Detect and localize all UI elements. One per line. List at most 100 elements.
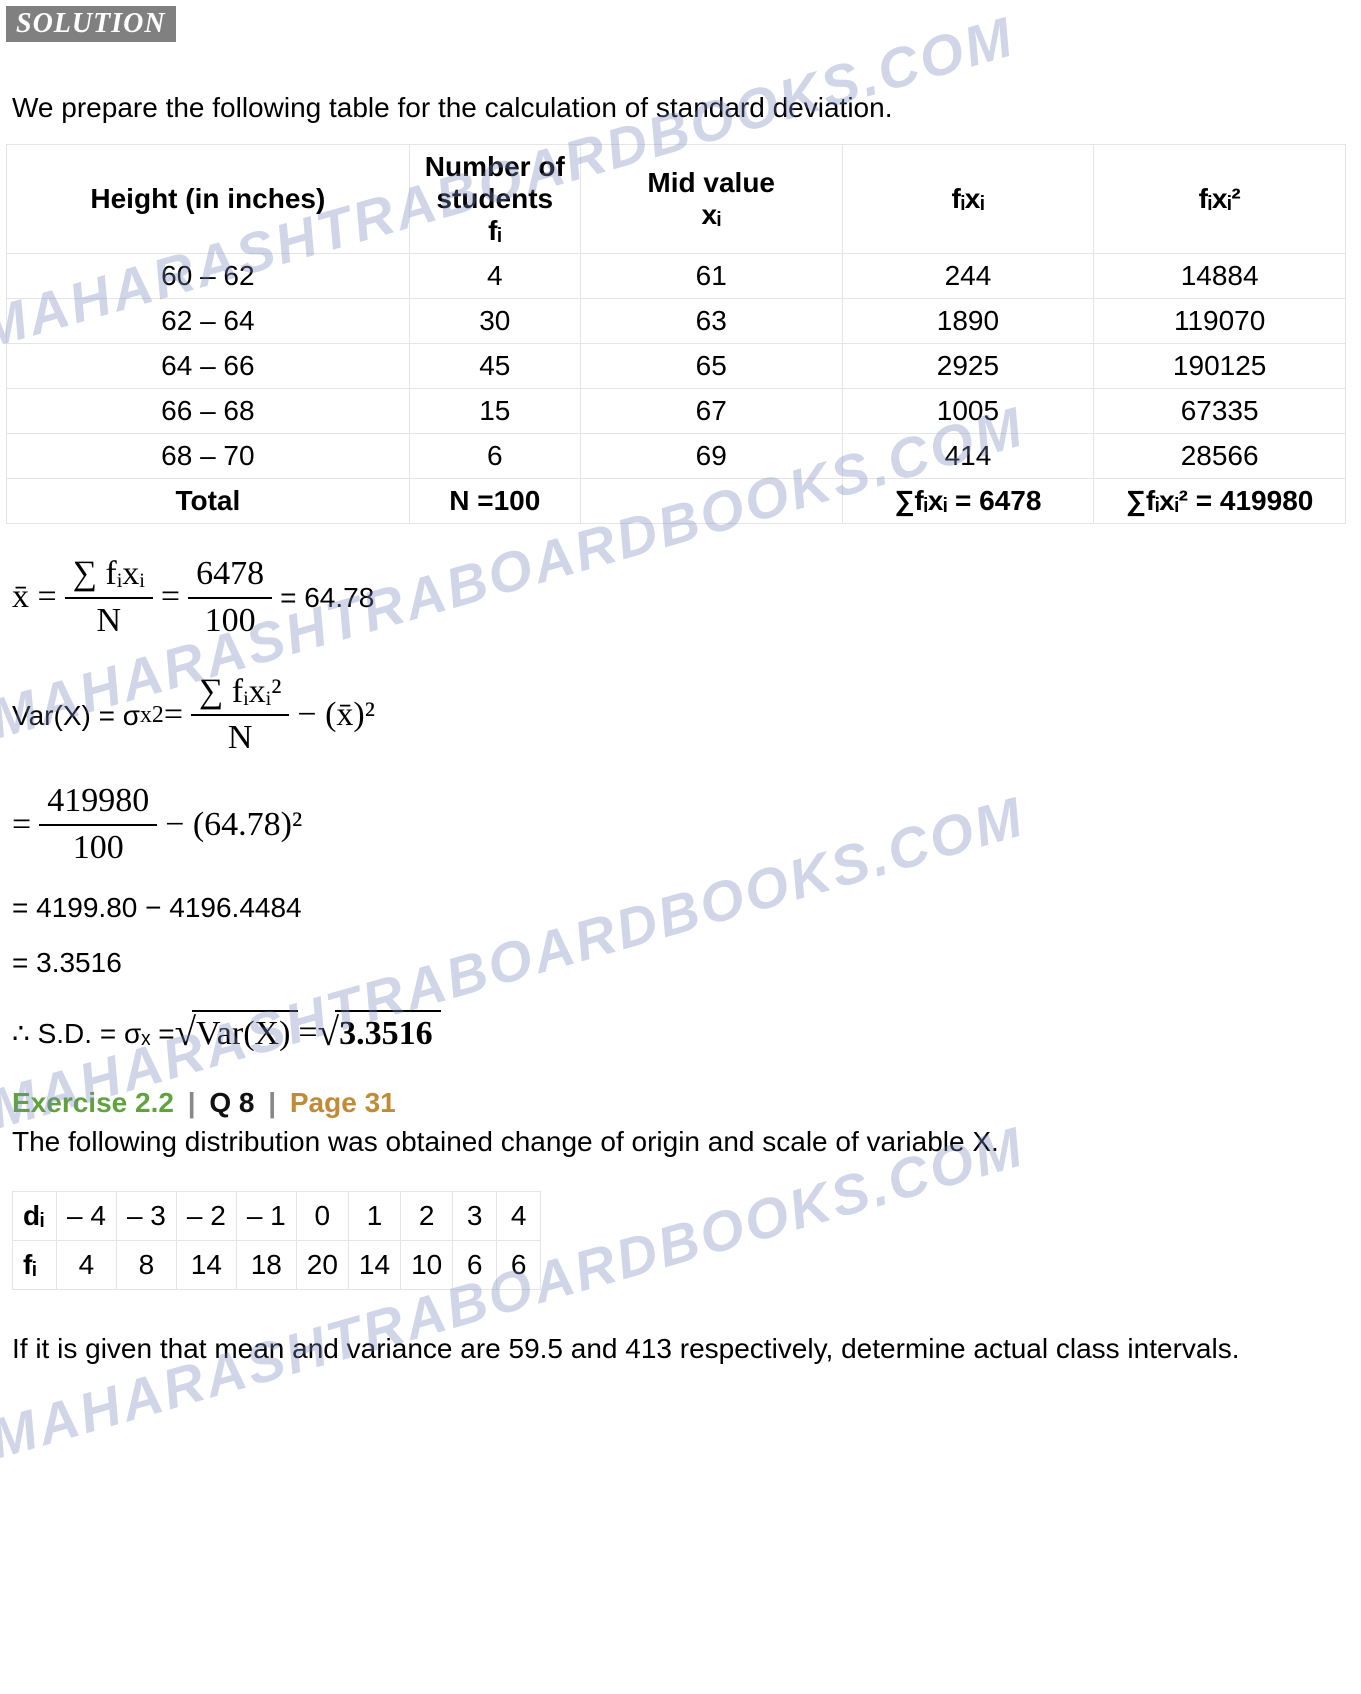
exercise-reference: Exercise 2.2 | Q 8 | Page 31 [12, 1087, 1361, 1119]
mean-lhs: x̄ = [12, 577, 57, 618]
cell: 6 [453, 1240, 497, 1289]
var-frac: ∑ fᵢxᵢ² N [191, 672, 289, 760]
table-row: fᵢ 4 8 14 18 20 14 10 6 6 [13, 1240, 541, 1289]
question-text: The following distribution was obtained … [12, 1123, 1361, 1161]
cell: 4 [497, 1191, 541, 1240]
mean-result: = 64.78 [280, 581, 374, 615]
frac-num: 419980 [39, 781, 157, 826]
frac-num: ∑ fᵢxᵢ [65, 554, 153, 599]
total-mid [580, 479, 842, 524]
col-header-fi: Number of students fᵢ [409, 145, 580, 254]
var-sup: 2 [152, 701, 164, 730]
row-head-di: dᵢ [13, 1191, 57, 1240]
var-line3: = 4199.80 − 4196.4484 [12, 891, 1361, 925]
header-xi-symbol: xᵢ [701, 199, 721, 230]
cell-fixi: 1890 [842, 299, 1094, 344]
sqrt-body: 3.3516 [335, 1010, 441, 1057]
frequency-table: Height (in inches) Number of students fᵢ… [6, 144, 1346, 524]
equals-sign: = [161, 577, 180, 618]
separator: | [188, 1087, 196, 1118]
total-label: Total [7, 479, 410, 524]
cell: 8 [116, 1240, 176, 1289]
sd-lhs: ∴ S.D. = σₓ = [12, 1017, 175, 1051]
cell: 3 [453, 1191, 497, 1240]
cell: 0 [296, 1191, 348, 1240]
var-sub: x [140, 701, 152, 730]
total-sum-fixi: ∑fᵢxᵢ = 6478 [842, 479, 1094, 524]
table-row: 64 – 66 45 65 2925 190125 [7, 344, 1346, 389]
cell-height: 64 – 66 [7, 344, 410, 389]
sd-formula: ∴ S.D. = σₓ = √ Var(X) = √ 3.3516 [12, 1010, 1361, 1057]
cell: – 3 [116, 1191, 176, 1240]
di-fi-table: dᵢ – 4 – 3 – 2 – 1 0 1 2 3 4 fᵢ 4 8 14 1… [12, 1191, 541, 1290]
sd-eq: = [298, 1013, 317, 1054]
question-number: Q 8 [209, 1087, 254, 1118]
var-frac-2: 419980 100 [39, 781, 157, 869]
cell-xi: 69 [580, 434, 842, 479]
table-row: 66 – 68 15 67 1005 67335 [7, 389, 1346, 434]
col-header-height: Height (in inches) [7, 145, 410, 254]
table-row: 68 – 70 6 69 414 28566 [7, 434, 1346, 479]
frac-den: N [89, 599, 130, 642]
table-row: 62 – 64 30 63 1890 119070 [7, 299, 1346, 344]
cell-fixi: 414 [842, 434, 1094, 479]
mean-frac-2: 6478 100 [188, 554, 272, 642]
total-N: N =100 [409, 479, 580, 524]
sqrt-body: Var(X) [192, 1010, 298, 1057]
cell: 6 [497, 1240, 541, 1289]
var-minus-mean-sq: − (x̄)² [297, 695, 375, 736]
solution-badge: SOLUTION [6, 6, 176, 42]
separator: | [268, 1087, 276, 1118]
cell: 14 [348, 1240, 400, 1289]
table-body: 60 – 62 4 61 244 14884 62 – 64 30 63 189… [7, 254, 1346, 524]
cell-fixi2: 190125 [1094, 344, 1346, 389]
cell-height: 62 – 64 [7, 299, 410, 344]
variance-formula: Var(X) = σx2 = ∑ fᵢxᵢ² N − (x̄)² = 41998… [12, 672, 1361, 980]
cell-fi: 15 [409, 389, 580, 434]
cell-xi: 67 [580, 389, 842, 434]
header-xi-label: Mid value [647, 167, 775, 198]
header-fi-symbol: fᵢ [488, 215, 501, 246]
table-row: dᵢ – 4 – 3 – 2 – 1 0 1 2 3 4 [13, 1191, 541, 1240]
frac-den: 100 [197, 599, 264, 642]
cell-fixi2: 14884 [1094, 254, 1346, 299]
cell-xi: 63 [580, 299, 842, 344]
cell: 1 [348, 1191, 400, 1240]
frac-num: ∑ fᵢxᵢ² [191, 672, 289, 717]
cell-fixi2: 67335 [1094, 389, 1346, 434]
cell: 18 [236, 1240, 296, 1289]
table-row: 60 – 62 4 61 244 14884 [7, 254, 1346, 299]
cell-fi: 30 [409, 299, 580, 344]
cell-height: 68 – 70 [7, 434, 410, 479]
table-header-row: Height (in inches) Number of students fᵢ… [7, 145, 1346, 254]
cell-fi: 6 [409, 434, 580, 479]
mean-frac-1: ∑ fᵢxᵢ N [65, 554, 153, 642]
row-head-fi: fᵢ [13, 1240, 57, 1289]
sqrt-varx: √ Var(X) [175, 1010, 299, 1057]
table-total-row: Total N =100 ∑fᵢxᵢ = 6478 ∑fᵢxᵢ² = 41998… [7, 479, 1346, 524]
cell-fixi: 244 [842, 254, 1094, 299]
var-line4: = 3.3516 [12, 946, 1361, 980]
final-question-text: If it is given that mean and variance ar… [12, 1330, 1361, 1368]
cell-fi: 4 [409, 254, 580, 299]
cell-height: 66 – 68 [7, 389, 410, 434]
intro-text: We prepare the following table for the c… [12, 92, 1361, 124]
cell: – 1 [236, 1191, 296, 1240]
cell: – 4 [57, 1191, 117, 1240]
col-header-xi: Mid value xᵢ [580, 145, 842, 254]
sqrt-value: √ 3.3516 [318, 1010, 441, 1057]
cell-fixi2: 119070 [1094, 299, 1346, 344]
cell-xi: 65 [580, 344, 842, 389]
cell: 4 [57, 1240, 117, 1289]
frac-den: 100 [65, 826, 132, 869]
mean-formula: x̄ = ∑ fᵢxᵢ N = 6478 100 = 64.78 [12, 554, 1361, 642]
col-header-fixi2: fᵢxᵢ² [1094, 145, 1346, 254]
cell-xi: 61 [580, 254, 842, 299]
var-line2-rest: − (64.78)² [165, 805, 302, 846]
var-eq: = [164, 695, 183, 736]
frac-num: 6478 [188, 554, 272, 599]
header-fi-label: Number of students [425, 151, 565, 214]
cell: 2 [401, 1191, 453, 1240]
frac-den: N [220, 716, 261, 759]
col-header-fixi: fᵢxᵢ [842, 145, 1094, 254]
